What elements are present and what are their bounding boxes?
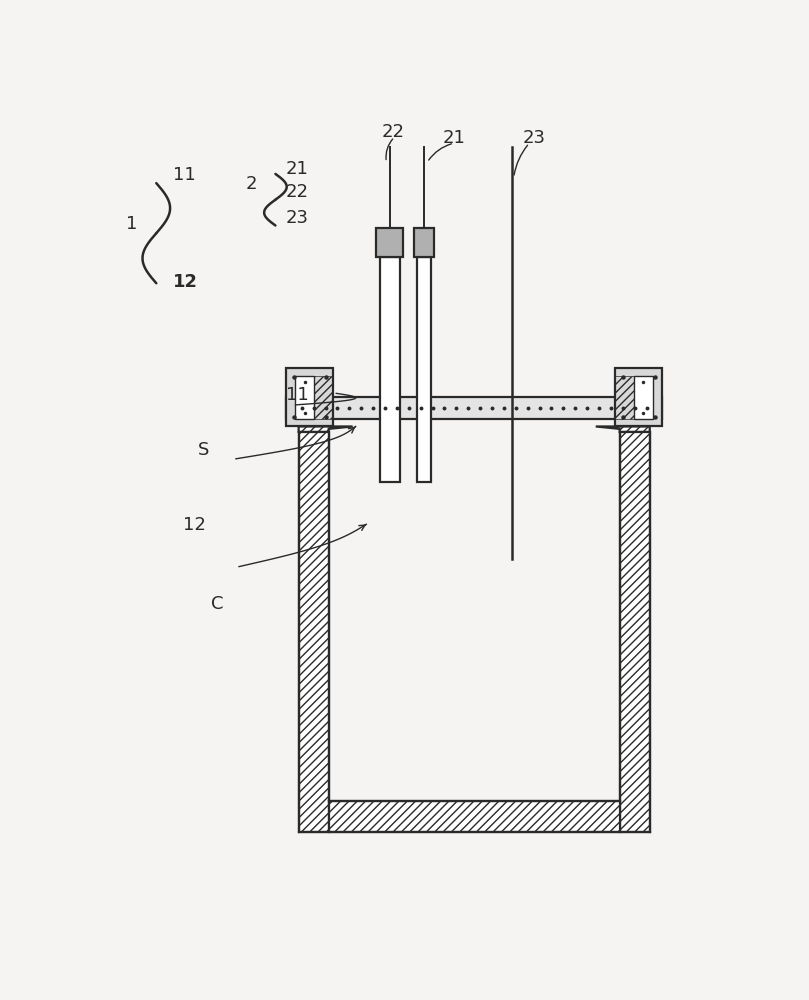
Text: S: S <box>198 441 210 459</box>
Polygon shape <box>299 426 353 432</box>
Bar <box>328 801 620 832</box>
Text: 21: 21 <box>443 129 466 147</box>
Bar <box>417 257 431 482</box>
Text: 23: 23 <box>286 209 309 227</box>
Text: 11: 11 <box>286 386 309 404</box>
Bar <box>620 432 650 832</box>
Bar <box>286 368 333 426</box>
Text: 2: 2 <box>245 175 256 193</box>
Bar <box>328 801 620 832</box>
Text: 1: 1 <box>126 215 138 233</box>
Bar <box>286 397 663 419</box>
Text: 21: 21 <box>286 160 309 178</box>
Bar <box>379 257 400 482</box>
Bar <box>615 368 663 426</box>
Bar <box>375 228 404 257</box>
Bar <box>634 376 653 419</box>
Bar <box>295 376 314 419</box>
Bar <box>299 432 328 832</box>
Text: 12: 12 <box>183 516 205 534</box>
Text: 22: 22 <box>286 183 309 201</box>
Bar <box>328 432 620 801</box>
Text: 22: 22 <box>382 123 405 141</box>
Bar <box>299 432 328 832</box>
Bar <box>414 228 434 257</box>
Text: C: C <box>211 595 223 613</box>
Text: 23: 23 <box>523 129 545 147</box>
Text: 12: 12 <box>173 273 198 291</box>
Text: 11: 11 <box>173 166 196 184</box>
Bar <box>620 432 650 832</box>
Polygon shape <box>595 426 650 432</box>
